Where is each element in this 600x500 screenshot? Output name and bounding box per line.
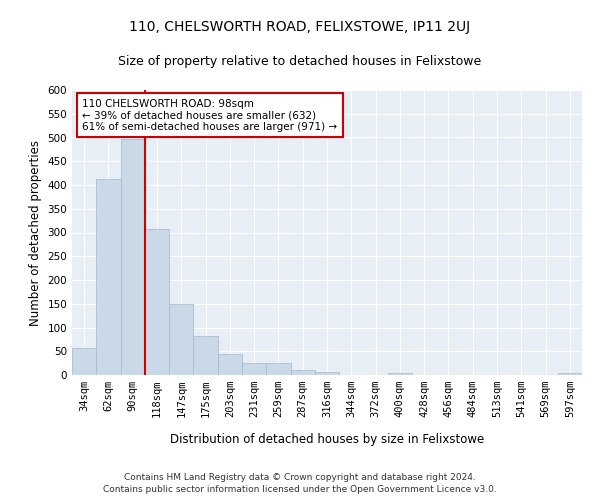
Bar: [242, 363, 266, 375]
Text: 110 CHELSWORTH ROAD: 98sqm
← 39% of detached houses are smaller (632)
61% of sem: 110 CHELSWORTH ROAD: 98sqm ← 39% of deta…: [82, 98, 337, 132]
Bar: [121, 140, 145, 375]
Bar: [266, 363, 290, 375]
Text: Distribution of detached houses by size in Felixstowe: Distribution of detached houses by size …: [170, 432, 484, 446]
Text: Contains HM Land Registry data © Crown copyright and database right 2024.: Contains HM Land Registry data © Crown c…: [124, 473, 476, 482]
Bar: [72, 348, 96, 375]
Bar: [169, 304, 193, 375]
Bar: [388, 373, 412, 375]
Bar: [315, 372, 339, 375]
Bar: [145, 229, 169, 375]
Bar: [96, 180, 121, 375]
Text: Contains public sector information licensed under the Open Government Licence v3: Contains public sector information licen…: [103, 486, 497, 494]
Text: Size of property relative to detached houses in Felixstowe: Size of property relative to detached ho…: [118, 55, 482, 68]
Bar: [290, 370, 315, 375]
Bar: [193, 336, 218, 375]
Text: 110, CHELSWORTH ROAD, FELIXSTOWE, IP11 2UJ: 110, CHELSWORTH ROAD, FELIXSTOWE, IP11 2…: [130, 20, 470, 34]
Bar: [558, 373, 582, 375]
Y-axis label: Number of detached properties: Number of detached properties: [29, 140, 42, 326]
Bar: [218, 354, 242, 375]
